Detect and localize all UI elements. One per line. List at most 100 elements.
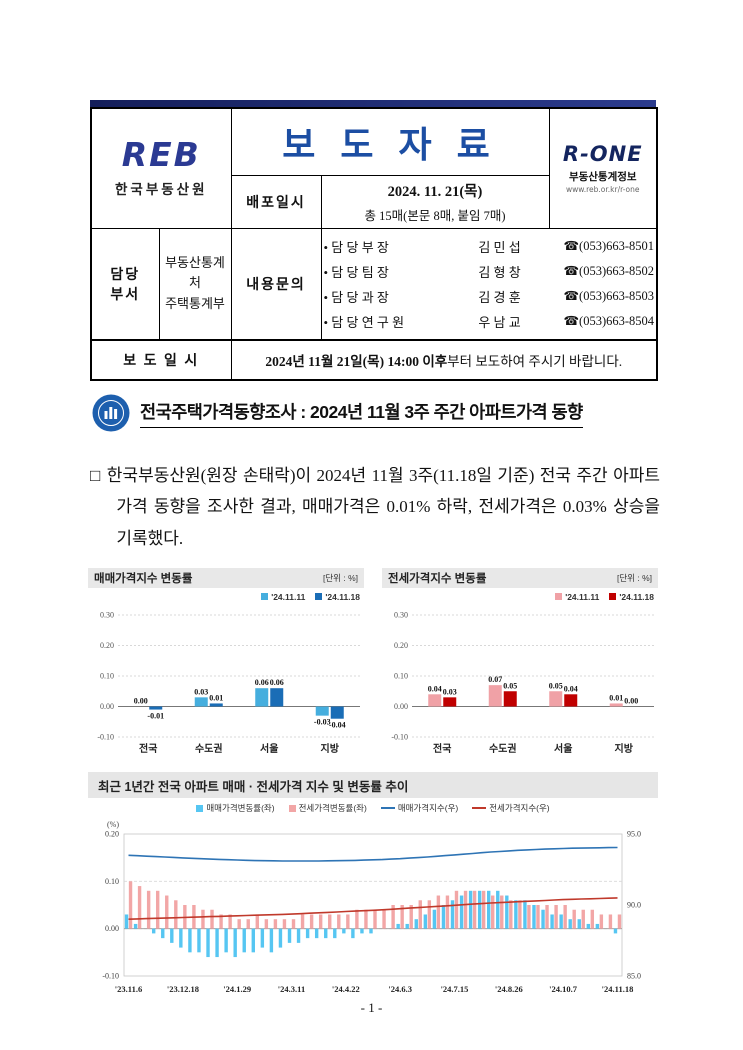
svg-text:-0.10: -0.10 [97, 733, 114, 742]
sale-chart-plot: 0.30 0.20 0.10 0.00 -0.10 전국 0.00 -0.01 수도권 0.03 0… [88, 605, 364, 762]
svg-text:0.00: 0.00 [394, 702, 408, 711]
svg-text:0.07: 0.07 [488, 675, 502, 684]
contact-row: • 담 당 과 장 김 경 훈 ☎(053)663-8503 [324, 284, 655, 309]
sale-price-chart: 매매가격지수 변동률 [단위 : %] '24.11.11 '24.11.18 … [88, 568, 364, 762]
trend-chart-plot: (%) 0.20 0.10 0.00 -0.10 95.0 90.0 85.0 '23.11.6… [88, 818, 658, 1003]
jeonse-chart-plot: 0.30 0.20 0.10 0.00 -0.10 전국 0.04 0.03 수도권 0.07 0.… [382, 605, 658, 762]
svg-text:'23.11.6: '23.11.6 [115, 984, 142, 994]
rone-subtitle: 부동산통계정보 [568, 171, 637, 183]
press-release-header-table: REB 한국부동산원 보 도 자 료 R-ONE 부동산통계정보 www.reb… [90, 107, 659, 381]
annual-trend-chart: 최근 1년간 전국 아파트 매매 · 전세가격 지수 및 변동률 추이 매매가격… [88, 772, 658, 1003]
svg-text:0.03: 0.03 [194, 687, 208, 696]
trend-chart-legend: 매매가격변동률(좌) 전세가격변동률(좌) 매매가격지수(우) 전세가격지수(우… [88, 798, 658, 818]
legend-swatch [609, 593, 617, 600]
legend-item: '24.11.11 [261, 592, 305, 602]
top-accent-bar [90, 100, 656, 107]
legend-item: '24.11.18 [609, 592, 654, 602]
sale-chart-unit-label: [단위 : %] [322, 573, 358, 583]
rone-logo-cell: R-ONE 부동산통계정보 www.reb.or.kr/r-one [548, 107, 658, 229]
dispatch-info-cell: 2024. 11. 21(목) 총 15매(본문 8매, 붙임 7매) [320, 174, 550, 229]
legend-swatch [555, 593, 563, 600]
embargo-rest: 부터 보도하여 주시기 바랍니다. [447, 354, 623, 369]
svg-text:0.05: 0.05 [549, 681, 563, 690]
legend-item: 전세가격변동률(좌) [288, 802, 367, 814]
reb-logo-cell: REB 한국부동산원 [90, 107, 232, 229]
svg-text:'24.1.29: '24.1.29 [223, 984, 251, 994]
legend-label: '24.11.18 [325, 591, 360, 602]
legend-label: '24.11.18 [619, 591, 654, 602]
svg-text:0.00: 0.00 [134, 697, 148, 706]
contact-row: • 담 당 부 장 김 민 섭 ☎(053)663-8501 [324, 234, 655, 259]
legend-label: 전세가격변동률(좌) [298, 803, 367, 813]
jeonse-chart-unit-label: [단위 : %] [616, 573, 652, 583]
legend-label: 매매가격변동률(좌) [206, 803, 275, 813]
svg-text:0.04: 0.04 [428, 684, 442, 693]
dispatch-date: 2024. 11. 21(목) [387, 183, 483, 200]
department-label: 담당 부서 [90, 227, 160, 341]
department-value: 부동산통계처 주택통계부 [158, 227, 232, 341]
svg-text:서울: 서울 [260, 742, 278, 755]
svg-text:'24.8.26: '24.8.26 [495, 984, 523, 994]
statistics-emblem-icon [92, 394, 130, 432]
legend-item: '24.11.18 [315, 592, 360, 602]
svg-text:0.06: 0.06 [255, 678, 269, 687]
svg-text:0.10: 0.10 [394, 672, 408, 681]
svg-text:지방: 지방 [321, 742, 340, 755]
svg-text:수도권: 수도권 [489, 743, 517, 755]
svg-text:-0.04: -0.04 [329, 721, 346, 730]
legend-item: '24.11.11 [555, 592, 599, 602]
contact-row: • 담 당 팀 장 김 형 창 ☎(053)663-8502 [324, 259, 655, 284]
legend-item: 전세가격지수(우) [472, 802, 550, 814]
svg-text:'24.10.7: '24.10.7 [549, 984, 578, 994]
svg-text:0.10: 0.10 [105, 877, 119, 886]
document-title: 전국주택가격동향조사 : 2024년 11월 3주 주간 아파트가격 동향 [140, 399, 583, 428]
sale-chart-legend: '24.11.11 '24.11.18 [88, 588, 364, 605]
contacts-cell: • 담 당 부 장 김 민 섭 ☎(053)663-8501 • 담 당 팀 장… [320, 227, 658, 341]
legend-label: '24.11.11 [271, 591, 306, 602]
svg-text:90.0: 90.0 [627, 901, 641, 910]
svg-text:0.20: 0.20 [105, 830, 119, 839]
svg-text:'24.4.22: '24.4.22 [332, 984, 360, 994]
legend-swatch [288, 804, 296, 812]
weekly-change-charts: 매매가격지수 변동률 [단위 : %] '24.11.11 '24.11.18 … [88, 568, 658, 762]
contact-title: • 담 당 과 장 [323, 289, 389, 305]
rone-url: www.reb.or.kr/r-one [566, 184, 640, 194]
contact-title: • 담 당 부 장 [323, 239, 389, 255]
svg-text:'24.11.18: '24.11.18 [602, 984, 634, 994]
rone-logo: R-ONE [562, 141, 643, 166]
svg-text:0.20: 0.20 [100, 641, 114, 650]
legend-swatch [261, 593, 269, 600]
legend-item: 매매가격지수(우) [380, 802, 458, 814]
svg-text:-0.03: -0.03 [314, 718, 331, 727]
svg-text:전국: 전국 [433, 742, 451, 755]
legend-swatch [315, 593, 323, 600]
svg-text:0.30: 0.30 [394, 611, 408, 620]
embargo-label: 보 도 일 시 [90, 339, 232, 381]
contact-title: • 담 당 팀 장 [323, 264, 389, 280]
summary-paragraph: □ 한국부동산원(원장 손태락)이 2024년 11월 3주(11.18일 기준… [90, 466, 660, 548]
svg-text:0.03: 0.03 [443, 687, 457, 696]
jeonse-chart-header: 전세가격지수 변동률 [단위 : %] [382, 568, 658, 588]
contact-phone: ☎(053)663-8501 [563, 239, 655, 254]
svg-text:95.0: 95.0 [627, 830, 641, 839]
sale-chart-header: 매매가격지수 변동률 [단위 : %] [88, 568, 364, 588]
document-title-row: 전국주택가격동향조사 : 2024년 11월 3주 주간 아파트가격 동향 [92, 394, 660, 432]
svg-text:'24.7.15: '24.7.15 [441, 984, 469, 994]
svg-text:'24.3.11: '24.3.11 [278, 984, 305, 994]
svg-text:0.01: 0.01 [609, 693, 623, 702]
contact-name: 김 민 섭 [478, 239, 521, 255]
svg-text:'24.6.3: '24.6.3 [388, 984, 412, 994]
svg-text:(%): (%) [107, 820, 119, 829]
svg-text:-0.10: -0.10 [102, 972, 119, 981]
contact-phone: ☎(053)663-8502 [563, 264, 655, 279]
jeonse-price-chart: 전세가격지수 변동률 [단위 : %] '24.11.11 '24.11.18 … [382, 568, 658, 762]
svg-text:0.00: 0.00 [105, 924, 119, 933]
svg-text:0.06: 0.06 [270, 678, 284, 687]
svg-text:서울: 서울 [554, 742, 572, 755]
jeonse-chart-legend: '24.11.11 '24.11.18 [382, 588, 658, 605]
svg-text:0.01: 0.01 [209, 693, 223, 702]
svg-text:-0.01: -0.01 [147, 712, 164, 721]
press-release-title: 보 도 자 료 [282, 124, 498, 165]
contact-title: • 담 당 연 구 원 [323, 314, 405, 330]
contact-name: 김 형 창 [478, 264, 521, 280]
